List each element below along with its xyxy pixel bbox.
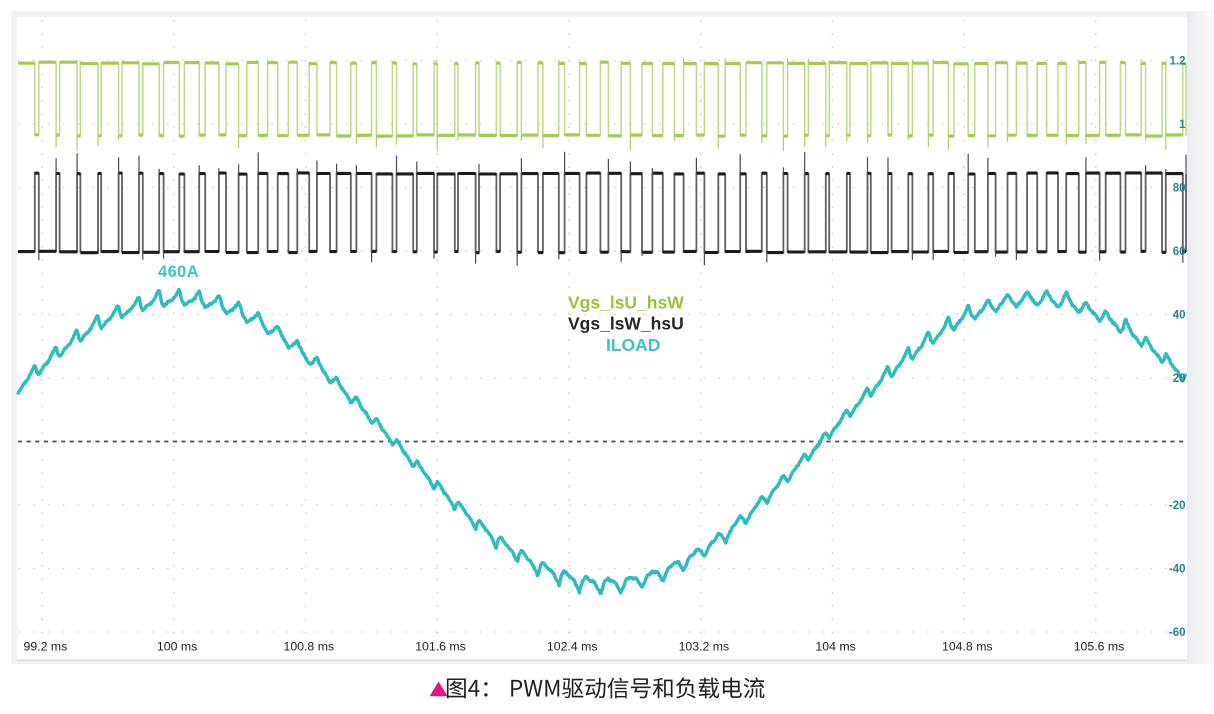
svg-text:80: 80 <box>1173 183 1186 195</box>
svg-text:460A: 460A <box>158 263 199 281</box>
svg-text:104.8 ms: 104.8 ms <box>942 640 993 654</box>
svg-text:40: 40 <box>1173 310 1186 322</box>
svg-text:102.4 ms: 102.4 ms <box>547 640 598 654</box>
svg-text:-40: -40 <box>1169 564 1186 576</box>
svg-text:105.6 ms: 105.6 ms <box>1074 640 1125 654</box>
svg-text:Vgs_lsW_hsU: Vgs_lsW_hsU <box>568 314 684 334</box>
svg-text:-60: -60 <box>1169 627 1186 639</box>
svg-text:100 ms: 100 ms <box>157 640 197 654</box>
svg-text:-20: -20 <box>1169 500 1186 512</box>
svg-text:99.2 ms: 99.2 ms <box>24 640 68 654</box>
svg-text:60: 60 <box>1173 246 1186 258</box>
svg-text:103.2 ms: 103.2 ms <box>679 640 730 654</box>
svg-text:101.6 ms: 101.6 ms <box>415 640 466 654</box>
svg-text:20: 20 <box>1173 373 1186 385</box>
svg-text:Vgs_lsU_hsW: Vgs_lsU_hsW <box>568 293 684 313</box>
svg-text:ILOAD: ILOAD <box>606 335 660 355</box>
svg-text:104 ms: 104 ms <box>815 640 855 654</box>
svg-text:1: 1 <box>1179 119 1186 131</box>
svg-text:1.2: 1.2 <box>1170 56 1186 68</box>
svg-text:100.8 ms: 100.8 ms <box>284 640 335 654</box>
